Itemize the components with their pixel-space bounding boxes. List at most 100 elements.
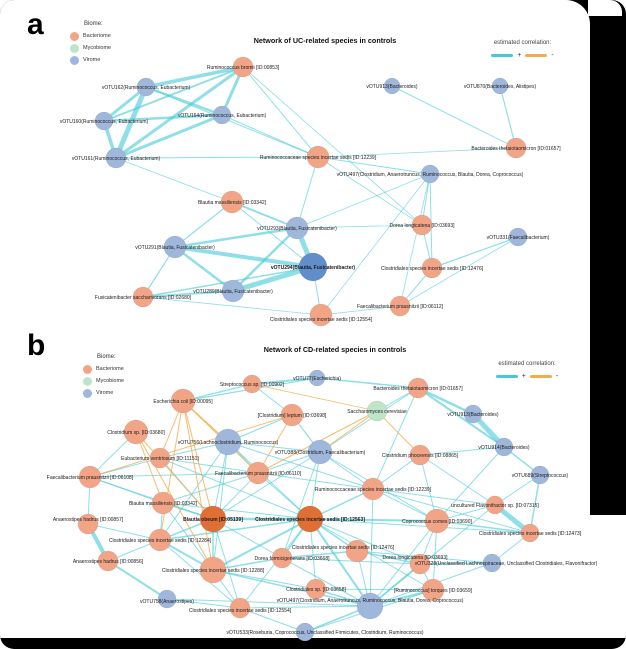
node-label-a19: Fusicatenibacter saccharivorans [ID:0268… (95, 295, 192, 301)
edge-a12-a15 (173, 226, 299, 249)
edge-a5-a6 (102, 113, 224, 123)
node-b23 (148, 528, 172, 552)
panel_b-nodes (77, 369, 550, 642)
edge-b3-b16 (372, 387, 419, 490)
node-b15 (78, 465, 102, 489)
node-label-b34: [Ruminococcus] torques [ID:03659] (394, 588, 473, 594)
node-label-b28: Dorea formicigenerans [ID:03668] (254, 556, 330, 562)
edge-b35-b37 (239, 607, 306, 633)
biome-legend-b: Biome: Bacteriome Mycobiome Virome (83, 354, 124, 399)
node-b32 (305, 578, 327, 600)
node-label-b12: vOTU914(Bacteroides) (478, 445, 529, 451)
node-b5 (366, 400, 388, 422)
edge-b35-b36 (166, 598, 241, 609)
edge-a18-a19 (142, 290, 234, 298)
panel_b-labels: vOTU77(Escherichia) Streptococcus sp. [ID… (47, 376, 598, 636)
edge-b3-b12 (417, 387, 505, 448)
node-b9 (214, 428, 242, 456)
node-b20 (199, 505, 227, 533)
node-b30 (409, 553, 431, 575)
node-b24 (520, 523, 540, 543)
positive-edge-swatch (491, 54, 514, 57)
edge-b3-b10 (319, 387, 419, 453)
panel-a-title: Network of UC-related species in control… (253, 36, 397, 45)
node-b31 (482, 553, 502, 573)
edge-b12-b11 (419, 446, 505, 456)
legend-item-label: Virome (83, 57, 101, 63)
edge-b9-b27 (212, 441, 229, 571)
node-a17 (421, 257, 443, 279)
bacteriome-dot-icon (70, 31, 79, 41)
node-a1 (232, 56, 254, 78)
node-label-a8: Bacteroides thetaiotaomicron [ID:01657] (471, 146, 561, 152)
node-label-b15: Faecalibacterium prausnitzii [ID:06108] (47, 475, 134, 481)
node-label-a20: Faecalibacterium prausnitzii [ID:06112] (357, 304, 444, 310)
legend-item-bacteriome: Bacteriome (83, 363, 124, 375)
edge-b27-b32 (212, 569, 317, 590)
panel-b-title: Network of CD-related species in control… (263, 345, 407, 354)
node-label-b3: Bacteroides thetaiotaomicron [ID:01657] (373, 386, 463, 392)
legend-item-label: Mycobiome (96, 378, 125, 384)
edge-a1-a9 (242, 66, 319, 158)
node-b2 (242, 374, 262, 394)
node-label-b33: vOTU497(Clostridium, Anaerotruncus, Rumi… (277, 598, 464, 604)
edge-b4-b20 (182, 400, 214, 520)
edge-a10-a20 (399, 173, 431, 307)
biome-legend-a: Biome: Bacteriome Mycobiome Virome (70, 21, 111, 66)
node-label-b20: Blautia obeum [ID:05139] (183, 517, 243, 523)
edge-b1-b2 (251, 377, 318, 385)
edge-b21-b30 (309, 518, 421, 565)
edge-b14-b18 (162, 472, 259, 504)
node-a14 (508, 227, 528, 247)
positive-sign: + (521, 373, 526, 380)
node-b33 (356, 592, 384, 620)
edge-b13-b21 (159, 457, 311, 520)
edge-b8-b18 (135, 431, 164, 504)
virome-dot-icon (70, 55, 79, 65)
node-label-b35: Clostridiales species incertae sedis [ID… (189, 608, 292, 614)
legend-item-label: Virome (96, 390, 114, 396)
node-b7 (463, 404, 483, 424)
edge-a9-a8 (317, 147, 517, 158)
edge-b5-b11 (376, 410, 421, 456)
edge-b9-b10 (227, 441, 321, 453)
node-b17 (530, 465, 550, 485)
node-b8 (123, 419, 149, 445)
edge-b2-b5 (251, 383, 378, 412)
node-label-a21: Clostridiales species incertae sedis [ID… (270, 317, 373, 323)
edge-a6-a7 (114, 113, 224, 160)
edge-b9-b20 (212, 441, 229, 520)
edge-a11-a12 (231, 201, 298, 229)
edge-b26-b36 (107, 560, 168, 600)
positive-sign: + (517, 52, 522, 59)
node-a3 (383, 77, 401, 95)
edge-a9-a13 (317, 156, 423, 226)
node-label-a4: vOTU870(Bacteroides, Alistipes) (464, 84, 537, 90)
edge-b8-b20 (135, 431, 214, 520)
edge-a14-a20 (399, 236, 519, 307)
correlation-legend-b-title: estimated correlation: (498, 361, 556, 367)
biome-legend-a-title: Biome: (84, 21, 103, 27)
node-label-b30: Dorea longicatena [ID:03693] (382, 555, 448, 561)
edge-b10-b20 (212, 451, 321, 520)
legend-item-bacteriome: Bacteriome (70, 30, 111, 42)
edge-a10-a12 (296, 173, 431, 229)
edge-a7-a9 (115, 156, 319, 159)
node-a7 (105, 147, 127, 169)
node-label-a11: Blautia massiliensis [ID:03342] (198, 200, 267, 206)
legend-item-label: Mycobiome (83, 45, 112, 51)
node-label-a5: vOTU160(Ruminococcus, Eubacterium) (60, 119, 149, 125)
node-label-b32: Clostridiales sp. [ID:03658] (286, 587, 346, 593)
edge-b16-b33 (369, 488, 374, 607)
biome-legend-b-title: Biome: (97, 354, 116, 360)
node-label-a15: vOTU291(Blautia, Fusicatenibacter) (135, 245, 215, 251)
node-label-b2: Streptococcus sp. [ID:00902] (220, 382, 285, 388)
node-label-a9: Ruminococcaceae species incertae sedis [… (260, 155, 377, 161)
node-label-b11: Clostridium phoceensis [ID:08865] (382, 453, 459, 459)
node-a20 (389, 295, 411, 317)
node-b19 (485, 495, 505, 515)
edge-b21-b27 (212, 518, 311, 571)
node-a16 (298, 252, 328, 282)
node-b34 (421, 578, 445, 602)
